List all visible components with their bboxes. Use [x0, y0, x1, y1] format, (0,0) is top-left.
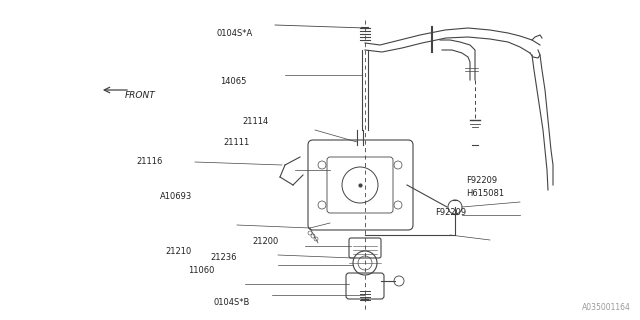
Text: 14065: 14065	[220, 77, 246, 86]
Text: 0104S*A: 0104S*A	[216, 29, 253, 38]
Text: A10693: A10693	[160, 192, 192, 201]
Text: 21210: 21210	[166, 247, 192, 256]
Text: 21114: 21114	[243, 117, 269, 126]
Text: 0104S*B: 0104S*B	[213, 298, 250, 307]
Text: F92209: F92209	[466, 176, 497, 185]
Text: 21116: 21116	[137, 157, 163, 166]
Text: 21111: 21111	[223, 138, 250, 147]
Text: A035001164: A035001164	[582, 303, 630, 312]
Text: 11060: 11060	[188, 266, 214, 275]
Text: 21200: 21200	[252, 237, 278, 246]
Text: H615081: H615081	[466, 189, 504, 198]
Text: 21236: 21236	[211, 253, 237, 262]
Text: F92209: F92209	[435, 208, 467, 217]
Text: FRONT: FRONT	[125, 92, 156, 100]
